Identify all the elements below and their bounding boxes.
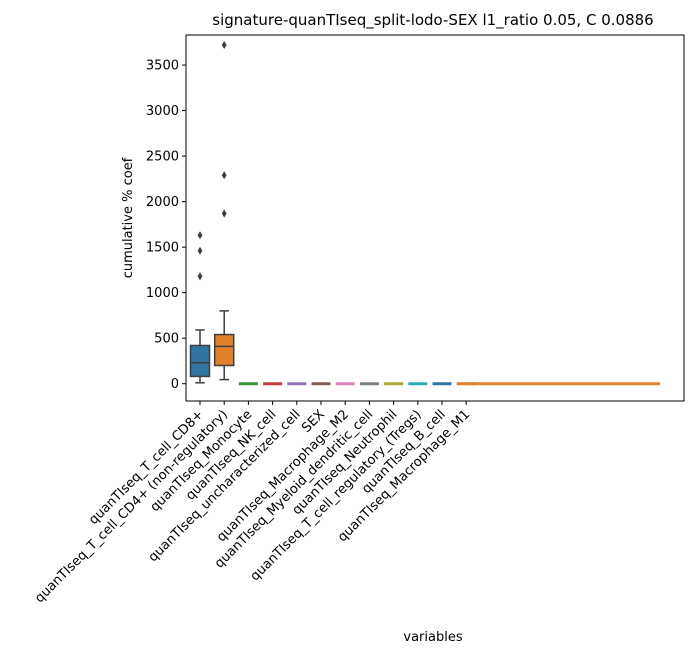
- x-axis-label: variables: [403, 630, 462, 645]
- y-tick-label: 1500: [146, 241, 179, 256]
- outlier-point: [221, 171, 227, 180]
- outlier-point: [197, 272, 203, 281]
- box-1: [213, 333, 235, 367]
- outlier-point: [197, 246, 203, 255]
- y-tick-label: 2500: [146, 150, 179, 165]
- outlier-point: [197, 231, 203, 240]
- outlier-point: [221, 41, 227, 50]
- y-tick-label: 3000: [146, 104, 179, 119]
- chart-title: signature-quanTIseq_split-lodo-SEX l1_ra…: [212, 11, 653, 30]
- y-axis-label: cumulative % coef: [121, 157, 136, 278]
- y-tick-label: 2000: [146, 195, 179, 210]
- box-0: [189, 344, 211, 378]
- y-tick-label: 1000: [146, 286, 179, 301]
- y-tick-label: 3500: [146, 59, 179, 74]
- plot-frame: [185, 34, 685, 402]
- y-tick-label: 0: [171, 377, 179, 392]
- y-tick-label: 500: [154, 332, 179, 347]
- outlier-point: [221, 209, 227, 218]
